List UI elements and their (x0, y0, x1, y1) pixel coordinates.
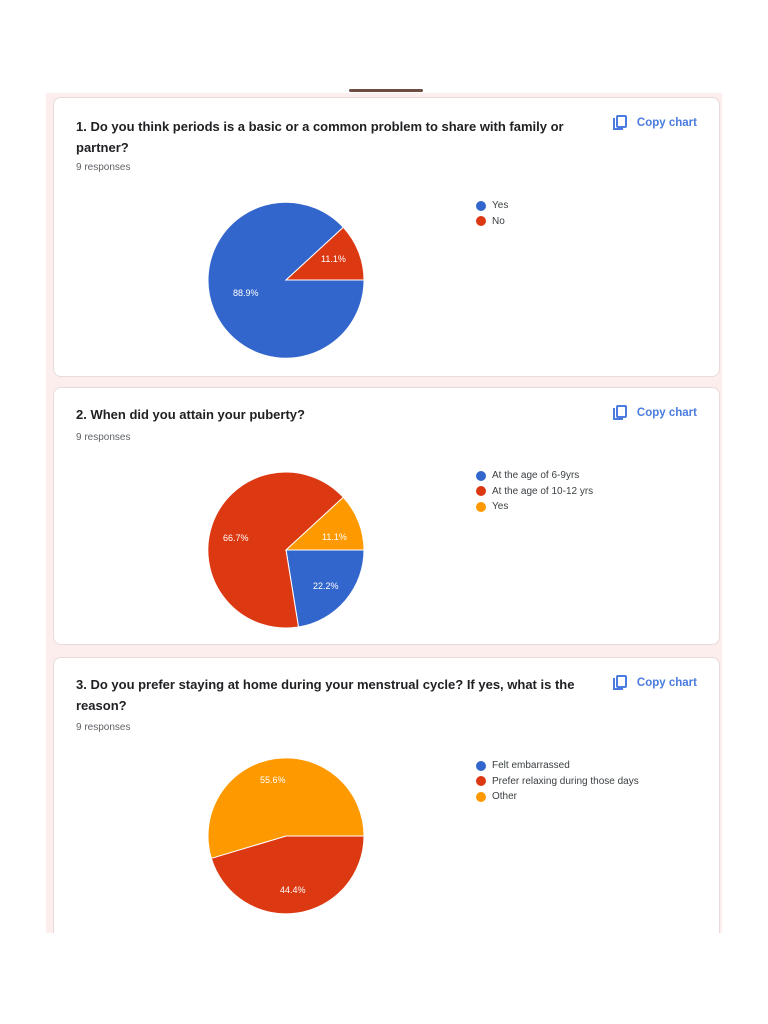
legend-item[interactable]: Other (476, 789, 639, 805)
copy-chart-button[interactable]: Copy chart (611, 114, 697, 132)
page-bottom-whitespace (0, 933, 768, 1024)
legend-item[interactable]: Yes (476, 499, 593, 515)
chart-legend: Yes No (476, 198, 508, 229)
legend-item[interactable]: At the age of 10-12 yrs (476, 484, 593, 500)
legend-dot-icon (476, 760, 486, 771)
pie-chart[interactable]: 66.7% 11.1% 22.2% (206, 470, 366, 630)
question-title: 1. Do you think periods is a basic or a … (76, 119, 564, 155)
slice-6-9 (285, 549, 365, 628)
copy-chart-label: Copy chart (636, 117, 697, 129)
pie-chart[interactable]: 55.6% 44.4% (206, 756, 366, 916)
legend-item[interactable]: Prefer relaxing during those days (476, 774, 639, 790)
label-no: 11.1% (321, 254, 346, 264)
chart-legend: At the age of 6-9yrs At the age of 10-12… (476, 468, 593, 515)
svg-text:44.4%: 44.4% (280, 885, 306, 895)
copy-chart-button[interactable]: Copy chart (611, 404, 697, 422)
legend-dot-icon (476, 200, 486, 211)
slice-other (207, 757, 365, 859)
legend-dot-icon (476, 791, 486, 802)
response-count: 9 responses (76, 722, 131, 733)
question-card-2: 2. When did you attain your puberty? 9 r… (53, 387, 720, 645)
legend-dot-icon (476, 776, 486, 787)
pie-chart[interactable]: 88.9% 11.1% (206, 200, 366, 360)
slice-no (284, 226, 365, 281)
svg-text:22.2%: 22.2% (313, 581, 339, 591)
copy-chart-button[interactable]: Copy chart (611, 674, 697, 692)
legend-dot-icon (476, 216, 486, 227)
svg-text:55.6%: 55.6% (260, 775, 286, 785)
copy-chart-label: Copy chart (636, 407, 697, 419)
question-card-3: 3. Do you prefer staying at home during … (53, 657, 720, 947)
legend-dot-icon (476, 486, 486, 497)
svg-text:11.1%: 11.1% (322, 532, 347, 542)
svg-text:66.7%: 66.7% (223, 533, 249, 543)
chart-legend: Felt embarrassed Prefer relaxing during … (476, 758, 639, 805)
tab-indicator (349, 89, 423, 92)
slice-10-12 (207, 471, 345, 629)
legend-item[interactable]: Yes (476, 198, 508, 214)
slice-relaxing (210, 835, 365, 915)
copy-icon (612, 675, 627, 690)
label-yes: 88.9% (233, 288, 259, 298)
legend-dot-icon (476, 501, 486, 512)
legend-item[interactable]: No (476, 214, 508, 230)
question-card-1: 1. Do you think periods is a basic or a … (53, 97, 720, 377)
slice-yes (284, 496, 365, 551)
response-count: 9 responses (76, 432, 131, 443)
copy-icon (612, 115, 627, 130)
question-title: 2. When did you attain your puberty? (76, 407, 305, 422)
copy-chart-label: Copy chart (636, 677, 697, 689)
copy-icon (612, 405, 627, 420)
legend-item[interactable]: At the age of 6-9yrs (476, 468, 593, 484)
legend-item[interactable]: Felt embarrassed (476, 758, 639, 774)
legend-dot-icon (476, 470, 486, 481)
response-count: 9 responses (76, 162, 131, 173)
question-title: 3. Do you prefer staying at home during … (76, 677, 575, 713)
